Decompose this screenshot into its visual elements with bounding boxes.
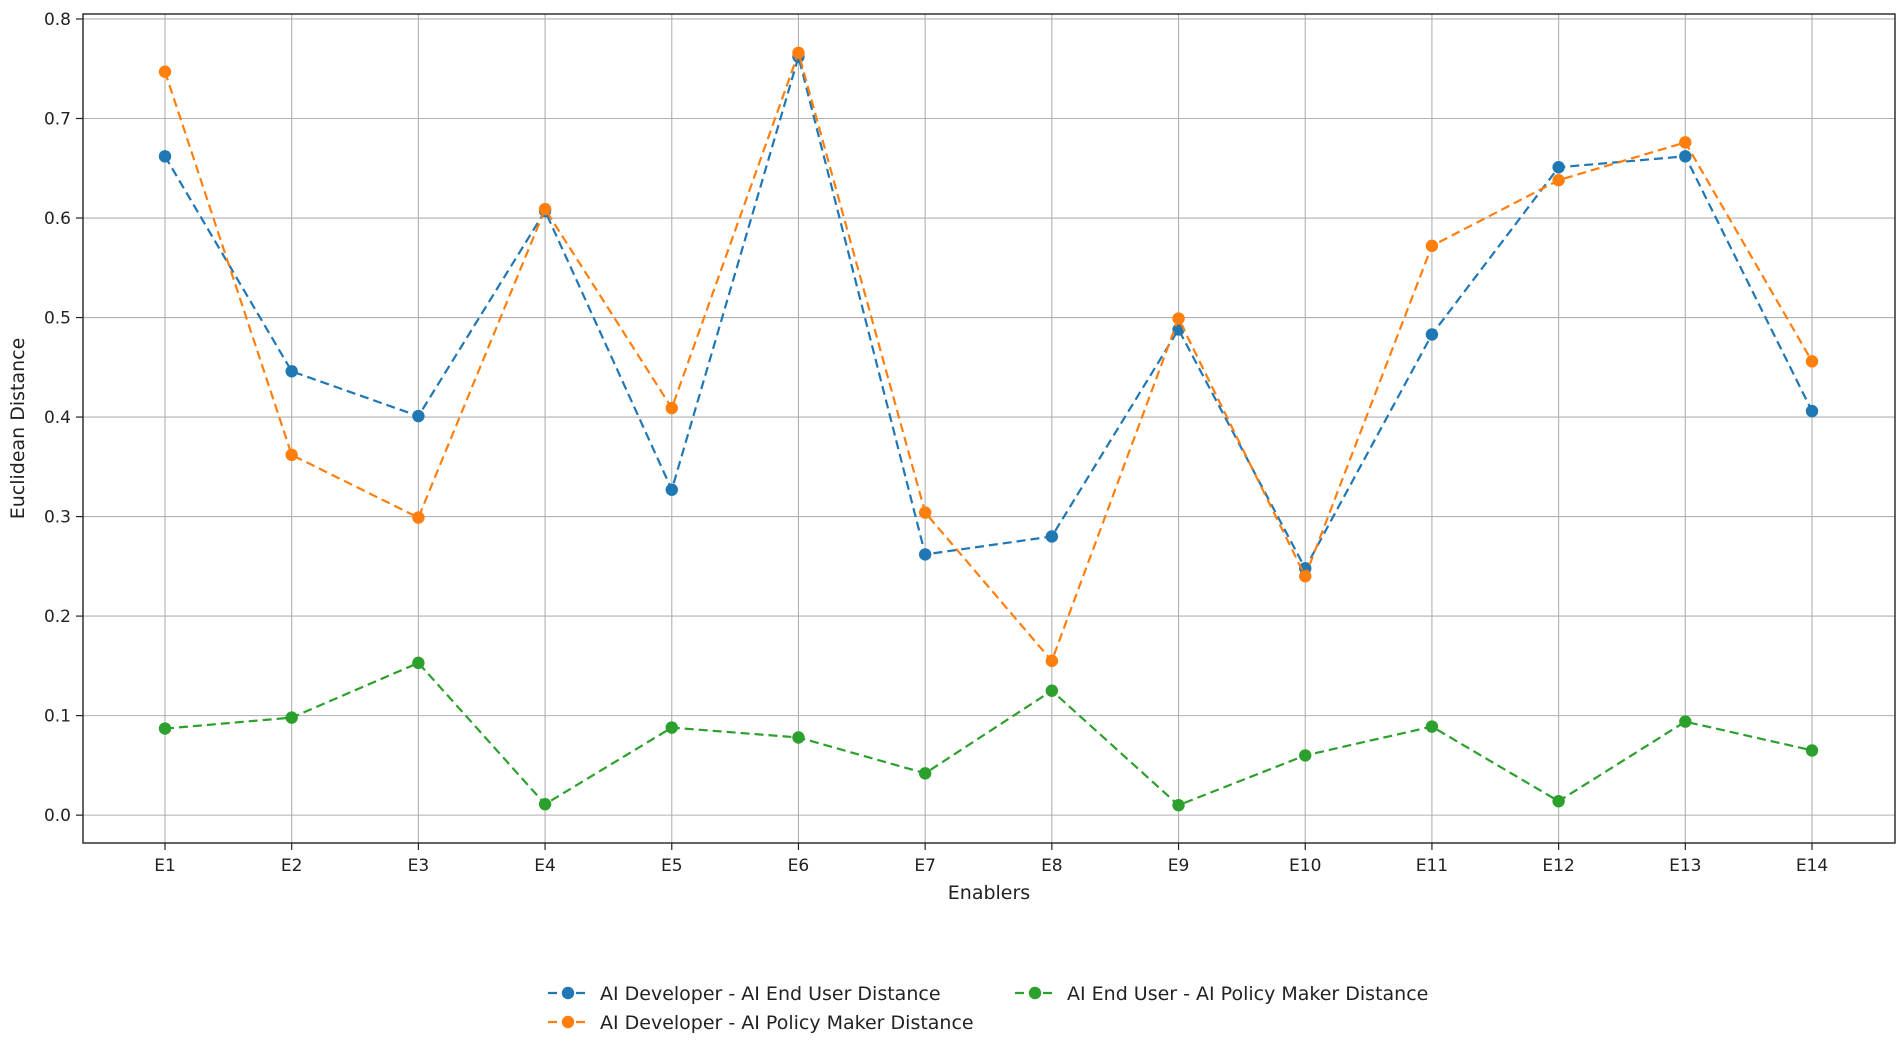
x-axis-ticks: E1 E2 E3 E4 E5 E6 E7 E8 E9 E10 E11 E12 E13 E14 — [154, 843, 1828, 876]
x-tick-label: E14 — [1796, 856, 1828, 876]
plot-frame — [82, 13, 1896, 844]
data-point — [918, 548, 932, 561]
data-point — [412, 656, 425, 670]
data-point — [665, 483, 678, 496]
x-tick-label: E11 — [1416, 856, 1448, 876]
data-point — [1552, 161, 1565, 174]
data-point — [665, 401, 678, 415]
x-tick-label: E5 — [661, 856, 683, 876]
data-point — [665, 721, 678, 734]
data-point — [412, 511, 425, 524]
data-point — [1172, 798, 1185, 812]
data-point — [792, 46, 805, 60]
data-point — [1045, 654, 1059, 668]
series-line — [163, 49, 1813, 664]
legend-label: AI Developer - AI Policy Maker Distance — [600, 1012, 974, 1034]
x-tick-label: E2 — [281, 856, 303, 876]
y-axis-title: Euclidean Distance — [7, 338, 29, 520]
series-1 — [158, 50, 1819, 575]
data-point — [1045, 684, 1059, 697]
data-point — [285, 448, 298, 462]
data-point — [158, 65, 172, 78]
x-tick-label: E7 — [914, 856, 936, 876]
data-point — [1425, 239, 1439, 253]
x-tick-label: E12 — [1542, 856, 1574, 876]
legend-swatch-marker — [1028, 986, 1042, 1000]
x-axis-title: Enablers — [948, 882, 1030, 904]
y-tick-label: 0.2 — [44, 607, 71, 627]
data-point — [1679, 136, 1692, 149]
y-tick-label: 0.6 — [44, 209, 71, 229]
data-point — [1045, 530, 1059, 543]
legend-label: AI Developer - AI End User Distance — [600, 983, 941, 1005]
x-tick-label: E9 — [1168, 856, 1190, 876]
data-point — [538, 202, 552, 216]
data-point — [1299, 749, 1312, 762]
y-tick-label: 0.4 — [44, 408, 71, 428]
data-point — [412, 409, 425, 423]
x-tick-label: E13 — [1669, 856, 1701, 876]
data-point — [1805, 355, 1819, 368]
x-tick-label: E1 — [154, 856, 176, 876]
legend: AI Developer - AI End User Distance AI De… — [548, 983, 1428, 1034]
data-point — [918, 506, 932, 519]
legend-swatch-marker — [561, 1015, 575, 1029]
y-tick-label: 0.1 — [44, 707, 71, 727]
data-point — [158, 722, 172, 735]
data-point — [538, 797, 552, 811]
data-point — [1679, 715, 1692, 728]
data-point — [918, 767, 932, 780]
data-point — [1679, 150, 1692, 163]
data-point — [1552, 173, 1565, 187]
data-point — [1425, 328, 1439, 341]
y-tick-label: 0.7 — [44, 109, 71, 129]
data-point — [1425, 720, 1439, 733]
legend-item: AI Developer - AI End User Distance — [548, 983, 941, 1005]
y-axis-ticks: 0.0 0.1 0.2 0.3 0.4 0.5 0.6 0.7 0.8 — [44, 10, 83, 826]
legend-label: AI End User - AI Policy Maker Distance — [1067, 983, 1428, 1005]
data-point — [1805, 404, 1819, 418]
data-point — [1552, 795, 1565, 808]
legend-item: AI End User - AI Policy Maker Distance — [1015, 983, 1428, 1005]
y-tick-label: 0.3 — [44, 508, 71, 528]
x-tick-label: E8 — [1041, 856, 1063, 876]
legend-item: AI Developer - AI Policy Maker Distance — [548, 1012, 974, 1034]
data-point — [158, 150, 172, 163]
series-line — [164, 52, 1813, 571]
x-tick-label: E3 — [408, 856, 430, 876]
series-layer — [158, 46, 1819, 812]
legend-swatch-marker — [561, 986, 575, 1000]
data-point — [285, 711, 298, 724]
series-3 — [158, 656, 1819, 812]
data-point — [285, 365, 298, 378]
y-tick-label: 0.0 — [44, 806, 71, 826]
x-tick-label: E10 — [1289, 856, 1321, 876]
data-point — [1805, 744, 1819, 757]
grid — [83, 14, 1895, 843]
data-point — [1172, 312, 1185, 325]
data-point — [792, 731, 805, 744]
series-line — [164, 661, 1813, 807]
x-tick-label: E4 — [534, 856, 556, 876]
y-tick-label: 0.8 — [44, 10, 71, 30]
data-point — [1299, 570, 1312, 583]
series-2 — [158, 46, 1819, 668]
x-tick-label: E6 — [788, 856, 810, 876]
y-tick-label: 0.5 — [44, 309, 71, 329]
